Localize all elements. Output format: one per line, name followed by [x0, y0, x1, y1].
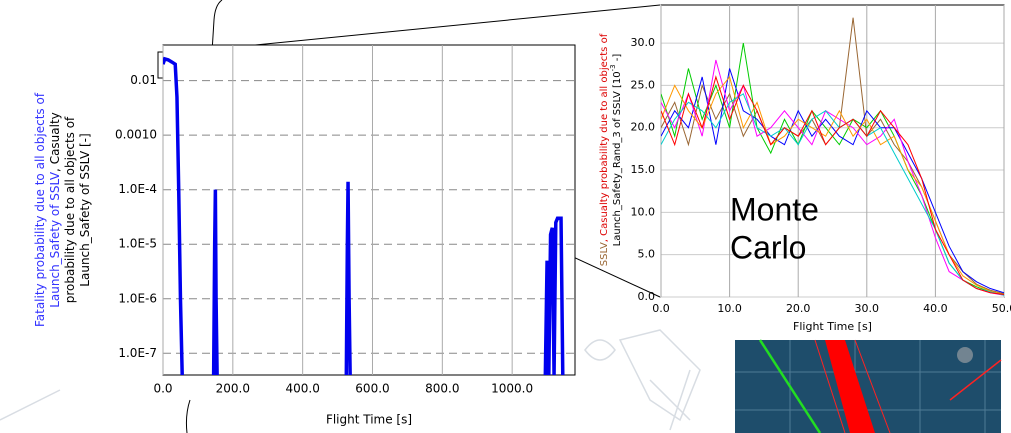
y-tick-label: 1.0E-4 [118, 182, 157, 196]
y-axis-label-part: Fatality probability due to all objects … [33, 92, 47, 327]
x-axis-label: Flight Time [s] [326, 413, 412, 427]
x-axis-label: Flight Time [s] [793, 320, 872, 333]
y-tick-label: 1.0E-6 [118, 291, 157, 305]
y-tick-label: 30.0 [631, 36, 656, 49]
plot-area [162, 44, 576, 376]
x-tick-label: 600.0 [355, 382, 389, 396]
y-tick-label: 25.0 [631, 78, 656, 91]
x-tick-label: 0.0 [153, 382, 172, 396]
series-line [163, 56, 184, 375]
series-line [661, 93, 1004, 296]
y-tick-label: 0.01 [130, 73, 157, 87]
series-line [344, 181, 352, 375]
y-axis-label-part: Launch_Safety of SSLV [48, 171, 62, 308]
y-axis-label-superscript: -3 [609, 64, 617, 71]
y-tick-label: 10.0 [631, 205, 656, 218]
y-axis-label-part: Launch_Safety of SSLV [-] [78, 133, 92, 286]
series-line [661, 75, 1004, 295]
y-tick-label: 15.0 [631, 163, 656, 176]
x-tick-label: 20.0 [786, 302, 811, 315]
x-tick-label: 50.0 [992, 302, 1011, 315]
y-tick-label: 20.0 [631, 121, 656, 134]
series-line [661, 59, 1004, 296]
y-axis-label-part: -] [612, 54, 623, 65]
y-tick-label: 0.0 [638, 290, 656, 303]
y-axis-label: Fatality probability due to all objects … [33, 92, 47, 327]
x-tick-label: 30.0 [855, 302, 880, 315]
y-tick-label: 5.0 [638, 248, 656, 261]
y-axis-label: Launch_Safety_Rand_3 of SSLV [10-3 -] [609, 54, 623, 247]
y-axis-label-part: Launch_Safety_Rand_3 of SSLV [10 [612, 71, 623, 246]
y-axis-label-part: probability due to all objects of [63, 116, 77, 303]
overview-chart: 1.0E-7 1.0E-6 1.0E-5 1.0E-4 0.0010 0.01 0.0 200… [33, 44, 576, 427]
series-line [211, 189, 219, 375]
map-thumbnail [735, 339, 1002, 433]
series-line [661, 75, 1004, 295]
y-axis-label: Launch_Safety of SSLV, Casualty [48, 112, 62, 308]
x-tick-label: 400.0 [285, 382, 319, 396]
y-axis-label-part: SSLV [599, 242, 610, 266]
x-tick-label: 800.0 [425, 382, 459, 396]
background-sketch [0, 329, 701, 431]
y-tick-label: 1.0E-5 [118, 237, 157, 251]
annotation: Carlo [730, 229, 806, 265]
x-tick-label: 1000.0 [491, 382, 533, 396]
y-axis-label-part: , Casualty [48, 112, 62, 172]
x-tick-label: 40.0 [923, 302, 948, 315]
x-tick-label: 200.0 [216, 382, 250, 396]
x-tick-label: 10.0 [717, 302, 742, 315]
x-tick-label: 0.0 [652, 302, 670, 315]
y-axis-label: Launch_Safety of SSLV [-] [78, 133, 92, 286]
series-line [543, 216, 565, 375]
monte-carlo-chart: 0.0 5.0 10.0 15.0 20.0 25.0 30.0 0.0 10.0 20.0 30.… [599, 4, 1011, 333]
y-axis-label: probability due to all objects of [63, 116, 77, 303]
y-axis-label-part: , Casualty probability due to all object… [599, 33, 610, 242]
y-tick-label: 0.0010 [115, 128, 157, 142]
y-tick-label: 1.0E-7 [118, 346, 157, 360]
y-axis-label: SSLV, Casualty probability due to all ob… [599, 33, 610, 266]
annotation: Monte [730, 191, 819, 227]
series-line [661, 68, 1004, 294]
